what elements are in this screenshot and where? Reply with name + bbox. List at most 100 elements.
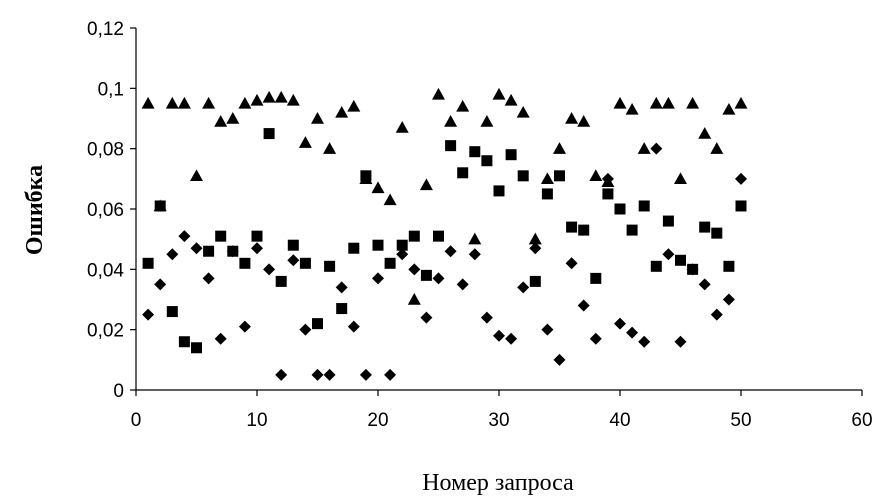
triangle-point [335, 105, 349, 118]
square-point [517, 170, 529, 182]
triangle-point [504, 93, 518, 106]
diamond-point [565, 257, 578, 270]
square-point [590, 272, 602, 284]
square-point [602, 188, 614, 200]
triangle-point [311, 112, 324, 124]
triangle-point [419, 178, 433, 191]
triangle-point [456, 99, 470, 112]
triangle-point [637, 142, 651, 154]
triangle-point [710, 142, 724, 154]
square-point [687, 263, 699, 275]
square-point [420, 269, 432, 281]
triangle-point [649, 96, 663, 109]
x-axis-label: Номер запроса [422, 470, 574, 496]
square-point [239, 257, 251, 269]
diamond-point [287, 254, 300, 267]
diamond-point [384, 368, 397, 381]
x-tick-label: 30 [488, 410, 509, 431]
diamond-point [251, 242, 263, 255]
data-points [141, 87, 748, 381]
triangle-point [589, 169, 603, 182]
diamond-point [710, 308, 723, 321]
diamond-point [408, 263, 421, 276]
x-tick-label: 50 [730, 410, 751, 431]
diamond-point [335, 281, 348, 294]
x-tick-label: 60 [851, 410, 872, 431]
triangle-point [565, 112, 579, 124]
triangle-point [359, 172, 373, 185]
x-tick-label: 0 [131, 410, 142, 431]
y-tick-label: 0,06 [87, 200, 124, 221]
triangle-point [722, 102, 736, 115]
square-point [481, 155, 493, 167]
square-point [662, 215, 674, 227]
triangle-point [347, 99, 361, 112]
y-tick-label: 0,1 [98, 79, 124, 100]
square-point [541, 188, 553, 200]
diamond-point [190, 242, 203, 255]
triangle-point [528, 232, 542, 245]
triangle-point [407, 293, 421, 305]
square-point [372, 239, 384, 251]
triangle-point [661, 96, 675, 109]
square-point [191, 342, 202, 354]
triangle-point [165, 96, 179, 109]
y-tick-label: 0,04 [87, 260, 124, 281]
diamond-point [589, 332, 602, 345]
square-point [396, 239, 408, 251]
diamond-point [662, 248, 675, 261]
square-point [251, 230, 263, 242]
square-point [469, 146, 481, 158]
diamond-point [311, 368, 324, 381]
diamond-point [614, 317, 626, 330]
x-tick-label: 40 [609, 410, 630, 431]
square-point [166, 306, 178, 318]
y-ticks: 0 0,02 0,04 0,06 0,08 0,1 0,12 [87, 19, 136, 402]
diamond-point [505, 332, 518, 345]
triangle-point [141, 96, 155, 109]
square-point [650, 260, 662, 272]
triangle-point [274, 90, 288, 103]
square-point [287, 239, 299, 251]
square-point [626, 224, 638, 236]
square-point [408, 230, 420, 242]
square-point [578, 224, 590, 236]
diamond-point [299, 323, 312, 336]
square-point [554, 170, 565, 182]
diamond-point [626, 326, 639, 339]
x-tick-label: 10 [246, 410, 267, 431]
square-point [638, 200, 650, 212]
triangle-point [262, 90, 276, 103]
triangle-point [323, 142, 337, 154]
diamond-point [456, 278, 469, 291]
diamond-point [553, 353, 566, 366]
triangle-point [516, 105, 530, 118]
diamond-point [166, 248, 179, 261]
diamond-point [263, 263, 276, 276]
y-tick-label: 0,08 [87, 140, 124, 161]
diamond-point [577, 299, 590, 312]
triangle-point [480, 115, 494, 127]
triangle-point [250, 93, 264, 106]
triangle-point [674, 172, 687, 185]
diamond-point [468, 248, 481, 261]
diamond-point [359, 368, 372, 381]
diamond-point [674, 335, 687, 348]
triangle-point [613, 96, 627, 109]
diamond-point [432, 272, 445, 285]
square-point [675, 254, 686, 266]
square-point [227, 245, 239, 257]
diamond-point [142, 308, 155, 321]
square-point [215, 230, 227, 242]
y-tick-label: 0,02 [87, 321, 124, 342]
square-point [566, 221, 578, 233]
triangle-point [238, 96, 252, 109]
square-point [299, 257, 311, 269]
square-point [348, 242, 360, 254]
triangle-point [553, 142, 566, 154]
y-tick-label: 0 [113, 381, 124, 402]
diamond-point [214, 332, 227, 345]
y-axis-label: Ошибка [22, 165, 48, 255]
diamond-point [178, 230, 191, 243]
